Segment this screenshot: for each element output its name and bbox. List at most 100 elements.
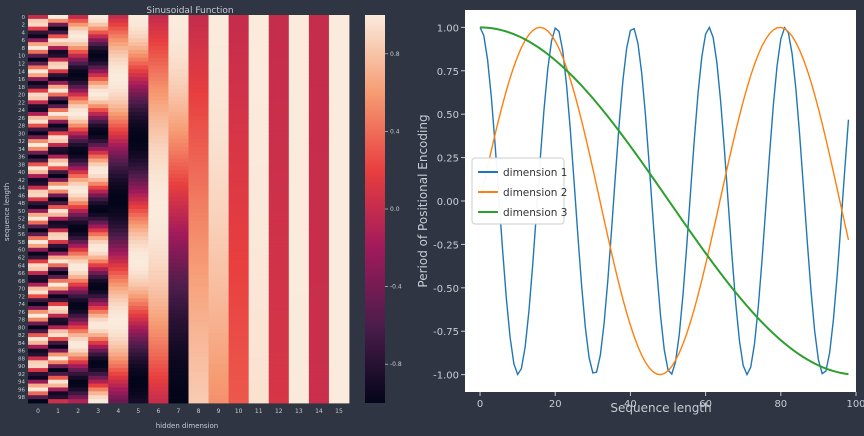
heatmap-cell (208, 73, 230, 78)
colorbar (365, 15, 385, 403)
heatmap-cell (248, 298, 270, 303)
heatmap-cell (168, 259, 189, 264)
heatmap-cell (228, 294, 250, 299)
heatmap-cell (108, 243, 129, 249)
heatmap-cell (308, 209, 330, 214)
heatmap-cell (68, 216, 89, 222)
heatmap-cell (188, 333, 209, 338)
heatmap-cell (328, 127, 350, 132)
legend-label: dimension 3 (503, 207, 567, 219)
heatmap-cell (148, 255, 169, 260)
heatmap-cell (108, 193, 129, 198)
heatmap-cell (28, 379, 49, 384)
heatmap-cell (248, 321, 270, 326)
heatmap-cell (108, 96, 129, 101)
heatmap-cell (208, 34, 230, 39)
heatmap-cell (88, 209, 109, 214)
heatmap-cell (248, 61, 270, 66)
heatmap-cell (208, 383, 230, 388)
heatmap-cell (248, 127, 270, 132)
heatmap-cell (148, 193, 169, 198)
heatmap-cell (128, 294, 149, 299)
heatmap-cell (68, 46, 89, 51)
heatmap-cell (188, 243, 209, 249)
heatmap-cell (108, 309, 129, 315)
heatmap-cell (188, 193, 209, 198)
heatmap-cell (268, 174, 290, 179)
heatmap-cell (68, 30, 89, 35)
heatmap-cell (88, 240, 109, 245)
heatmap-cell (48, 251, 69, 256)
heatmap-cell (108, 282, 129, 287)
heatmap-cell (268, 170, 290, 175)
heatmap-cell (148, 100, 169, 105)
heatmap-cell (308, 61, 330, 66)
heatmap-cell (148, 197, 169, 202)
heatmap-cell (48, 26, 69, 31)
heatmap-cell (188, 146, 209, 152)
heatmap-cell (268, 251, 290, 256)
heatmap-cell (48, 150, 69, 156)
heatmap-cell (168, 115, 189, 121)
heatmap-cell (108, 274, 129, 280)
heatmap-cell (168, 352, 189, 357)
heatmap-cell (168, 360, 189, 365)
heatmap-cell (108, 181, 129, 187)
heatmap-cell (88, 69, 109, 74)
heatmap-cell (108, 185, 129, 190)
heatmap-cell (288, 220, 310, 225)
heatmap-cell (208, 69, 230, 74)
heatmap-cell (148, 174, 169, 179)
heatmap-cell (268, 139, 290, 144)
heatmap-cell (28, 38, 49, 43)
heatmap-cell (228, 139, 250, 144)
heatmap-cell (268, 77, 290, 82)
heatmap-cell (268, 391, 290, 396)
heatmap-cell (48, 69, 69, 74)
heatmap-cell (208, 329, 230, 334)
heatmap-cell (168, 224, 189, 229)
heatmap-cell (248, 189, 270, 194)
heatmap-cell (328, 46, 350, 51)
heatmap-cell (248, 294, 270, 299)
heatmap-cell (188, 53, 209, 59)
heatmap-cell (108, 127, 129, 132)
heatmap-cell (328, 42, 350, 47)
heatmap-cell (128, 209, 149, 214)
heatmap-cell (48, 255, 69, 260)
heatmap-cell (88, 383, 109, 388)
heatmap-cell (268, 26, 290, 31)
heatmap-cell (268, 135, 290, 140)
heatmap-cell (188, 150, 209, 156)
heatmap-cell (28, 313, 49, 319)
heatmap-cell (188, 306, 209, 311)
heatmap-cell (208, 259, 230, 264)
heatmap-cell (148, 88, 169, 93)
heatmap-cell (28, 158, 49, 163)
heatmap-cell (308, 92, 330, 97)
heatmap-cell (88, 282, 109, 287)
heatmap-cell (128, 185, 149, 190)
heatmap-cell (148, 77, 169, 82)
heatmap-cell (208, 368, 230, 373)
heatmap-y-tick: 78 (18, 318, 25, 324)
legend-label: dimension 2 (503, 187, 567, 199)
heatmap-cell (168, 84, 189, 90)
heatmap-cell (48, 356, 69, 361)
heatmap-cell (28, 391, 49, 396)
heatmap-cell (48, 193, 69, 198)
heatmap-cell (248, 205, 270, 210)
heatmap-cell (48, 18, 69, 24)
heatmap-cell (148, 306, 169, 311)
heatmap-cell (128, 337, 149, 342)
heatmap-cell (288, 201, 310, 206)
line-x-label: Sequence length (610, 401, 711, 415)
heatmap-cell (268, 212, 290, 218)
heatmap-cell (108, 212, 129, 218)
heatmap-cell (308, 181, 330, 187)
heatmap-cell (208, 317, 230, 322)
heatmap-cell (188, 224, 209, 229)
heatmap-cell (108, 88, 129, 93)
heatmap-cell (328, 306, 350, 311)
heatmap-cell (248, 271, 270, 276)
